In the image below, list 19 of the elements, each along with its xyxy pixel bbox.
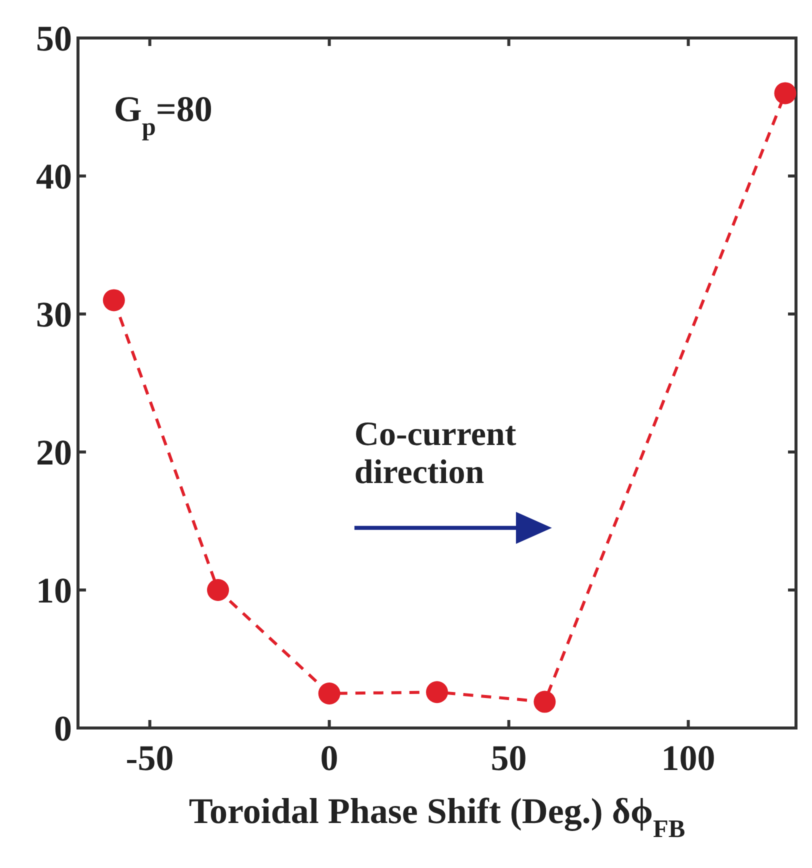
y-tick-label: 40 — [36, 156, 72, 197]
point — [774, 82, 796, 104]
point — [534, 690, 556, 713]
x-axis-title: Toroidal Phase Shift (Deg.) δϕ$_{FB}$ — [188, 791, 686, 842]
point — [102, 289, 125, 312]
y-tick-label: 0 — [54, 708, 72, 749]
point — [318, 682, 340, 704]
x-tick-label: -50 — [126, 738, 174, 778]
annotation: Co-current direction — [354, 416, 517, 492]
x-tick-label: 50 — [490, 738, 527, 778]
y-tick-label: 30 — [36, 294, 72, 335]
point — [426, 681, 448, 704]
y-tick-label: 50 — [36, 18, 72, 59]
y-tick-label: 10 — [36, 570, 72, 611]
annotation: G$_{p}$=80 — [114, 88, 212, 140]
x-tick-label: 100 — [661, 738, 716, 778]
x-tick-label: 0 — [320, 738, 338, 778]
point — [207, 579, 230, 601]
y-tick-label: 20 — [36, 432, 72, 473]
